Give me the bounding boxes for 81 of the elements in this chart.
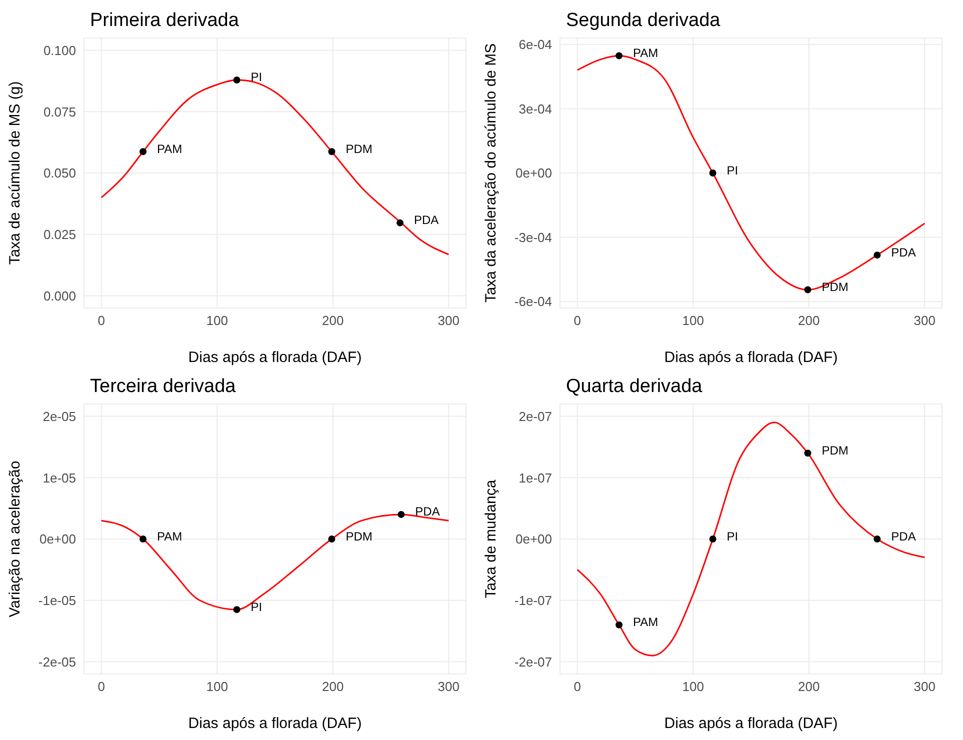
- y-tick-label: -6e-04: [514, 294, 552, 310]
- x-axis-title: Dias após a florada (DAF): [188, 715, 362, 732]
- annotation: PDM: [346, 142, 372, 156]
- y-tick-label: 0.025: [43, 226, 76, 242]
- annotation: PAM: [157, 529, 182, 544]
- point: [140, 148, 147, 156]
- x-axis-title: Dias após a florada (DAF): [664, 349, 838, 366]
- y-tick-label: 0.075: [43, 104, 76, 120]
- point: [328, 148, 336, 156]
- y-tick-label: 1e-05: [42, 470, 76, 486]
- y-tick-label: 2e-07: [518, 408, 552, 424]
- y-tick-label: 2e-05: [42, 408, 76, 424]
- x-tick-label: 200: [322, 679, 344, 694]
- y-tick-label: -2e-05: [38, 654, 76, 670]
- point: [396, 219, 404, 226]
- point: [804, 450, 812, 457]
- y-tick-label: -1e-07: [514, 592, 552, 608]
- point: [616, 52, 623, 60]
- point: [804, 286, 812, 294]
- chart-title: Primeira derivada: [90, 10, 239, 32]
- y-tick-label: 0.050: [43, 166, 76, 181]
- point: [874, 252, 881, 259]
- point: [709, 170, 716, 176]
- annotation: PDA: [414, 213, 439, 228]
- y-axis-title: Taxa da aceleração do acúmulo de MS: [482, 43, 500, 303]
- y-tick-label: 0.000: [43, 288, 76, 304]
- y-tick-label: 6e-04: [518, 37, 552, 52]
- x-axis-title: Dias após a florada (DAF): [664, 715, 838, 732]
- annotation: PAM: [633, 46, 658, 60]
- x-tick-label: 100: [682, 313, 704, 328]
- x-tick-label: 200: [322, 313, 344, 328]
- x-tick-label: 300: [914, 313, 936, 328]
- y-axis-title: Taxa de acúmulo de MS (g): [6, 81, 24, 265]
- annotation: PI: [250, 600, 262, 614]
- y-tick-label: -1e-05: [38, 592, 76, 608]
- chart-title: Quarta derivada: [566, 376, 702, 398]
- line-series: [576, 422, 926, 656]
- y-tick-label: -3e-04: [514, 230, 552, 245]
- annotation: PAM: [633, 615, 658, 630]
- x-tick-label: 0: [574, 679, 581, 694]
- annotation: PDM: [346, 529, 372, 544]
- point: [233, 76, 240, 84]
- x-tick-label: 0: [574, 313, 581, 328]
- y-tick-label: -2e-07: [514, 654, 552, 670]
- point: [874, 536, 881, 542]
- x-tick-label: 300: [438, 313, 460, 328]
- x-axis-title: Dias após a florada (DAF): [188, 349, 362, 366]
- x-tick-label: 100: [682, 679, 704, 694]
- point: [398, 510, 405, 518]
- y-tick-label: 3e-04: [518, 101, 552, 116]
- annotation: PI: [726, 529, 738, 544]
- x-tick-label: 200: [798, 313, 820, 328]
- x-tick-label: 200: [798, 679, 820, 694]
- annotation: PI: [726, 163, 738, 178]
- x-tick-label: 0: [98, 679, 105, 694]
- point: [233, 606, 240, 614]
- y-tick-label: 0e+00: [39, 532, 76, 547]
- annotation: PDA: [415, 504, 440, 519]
- point: [328, 536, 336, 542]
- x-tick-label: 300: [914, 679, 936, 694]
- y-tick-label: 0e+00: [515, 532, 552, 547]
- y-tick-label: 0e+00: [515, 166, 552, 181]
- y-tick-label: 1e-07: [518, 470, 552, 486]
- y-axis-title: Taxa de mudança: [482, 479, 500, 598]
- y-axis-title: Variação na aceleração: [6, 460, 24, 618]
- annotation: PDA: [891, 245, 916, 260]
- y-tick-label: 0.100: [43, 42, 76, 58]
- chart-title: Segunda derivada: [566, 10, 720, 32]
- point: [709, 536, 716, 542]
- annotation: PI: [250, 70, 262, 84]
- x-tick-label: 100: [206, 679, 228, 694]
- annotation: PDM: [822, 280, 848, 294]
- annotation: PDM: [822, 443, 848, 458]
- x-tick-label: 100: [206, 313, 228, 328]
- x-tick-label: 0: [98, 313, 105, 328]
- annotation: PDA: [891, 529, 916, 544]
- point: [616, 621, 623, 628]
- point: [140, 536, 147, 542]
- x-tick-label: 300: [438, 679, 460, 694]
- annotation: PAM: [157, 142, 182, 156]
- chart-title: Terceira derivada: [90, 376, 236, 398]
